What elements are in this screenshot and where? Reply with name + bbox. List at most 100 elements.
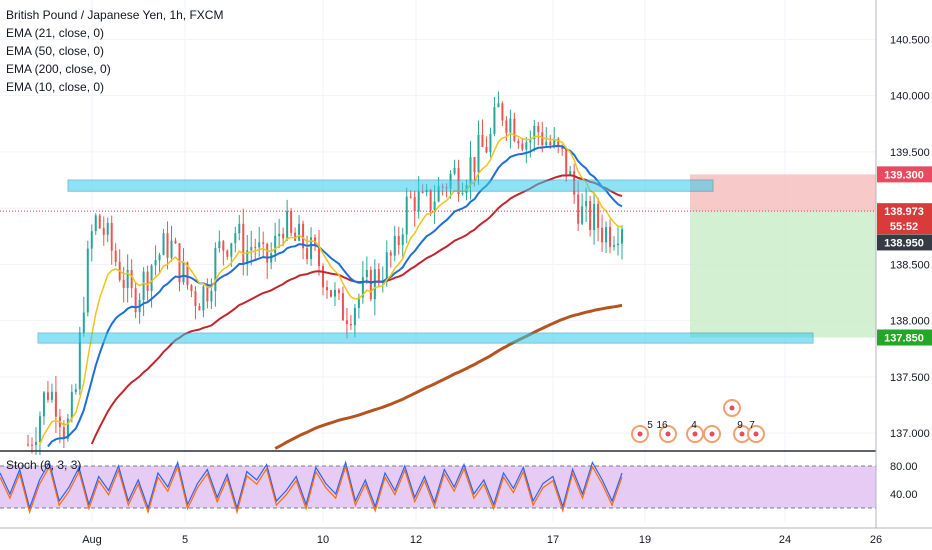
candle-body-82	[353, 307, 356, 326]
candle-body-18	[98, 215, 101, 229]
candle-body-63	[278, 233, 281, 237]
candle-body-10	[66, 418, 69, 439]
candle-body-94	[401, 234, 404, 246]
candle-body-19	[102, 228, 105, 235]
event-label: 9	[737, 420, 743, 431]
candle-body-14	[82, 312, 85, 333]
candle-body-4	[42, 392, 45, 417]
target-price-label-bg	[877, 329, 932, 346]
candle-body-148	[617, 243, 620, 246]
candle-body-45	[206, 286, 209, 302]
candle-body-33	[158, 254, 161, 261]
take-profit-zone	[690, 211, 876, 338]
bid-price-label: 138.950	[884, 237, 924, 249]
candle-body-132	[553, 138, 556, 146]
candle-body-37	[174, 240, 177, 244]
candle-body-76	[329, 290, 332, 297]
candle-body-99	[421, 191, 424, 193]
candle-body-66	[290, 210, 293, 233]
time-tick-label: 5	[182, 534, 188, 546]
current-price-label-bg	[877, 203, 932, 220]
legend-ema21: EMA (21, close, 0)	[6, 26, 105, 40]
candle-body-112	[473, 157, 476, 173]
candle-body-68	[298, 223, 301, 241]
candle-body-35	[166, 233, 169, 258]
candle-body-142	[593, 203, 596, 231]
candle-body-81	[349, 324, 352, 326]
stoch-level-label: 40.00	[890, 489, 918, 501]
stoch-band	[0, 466, 876, 508]
candle-body-74	[322, 266, 325, 288]
candle-body-32	[154, 260, 157, 266]
candle-body-43	[198, 306, 201, 311]
candle-body-1	[30, 444, 33, 446]
candle-body-123	[517, 140, 520, 144]
candle-body-146	[609, 227, 612, 247]
event-label: 7	[749, 420, 755, 431]
candle-body-90	[385, 252, 388, 282]
event-marker-dot-1	[665, 431, 671, 437]
ema10-line	[39, 132, 623, 445]
resistance-zone	[67, 179, 714, 192]
candle-body-121	[509, 118, 512, 133]
candle-body-0	[27, 444, 29, 446]
candle-body-5	[46, 392, 49, 400]
candle-body-15	[86, 248, 89, 313]
candle-body-131	[549, 141, 552, 146]
candle-body-54	[242, 223, 245, 265]
time-tick-label: 17	[547, 534, 559, 546]
candle-body-120	[505, 120, 508, 133]
candle-body-98	[417, 191, 420, 212]
legend: British Pound / Japanese Yen, 1h, FXCM E…	[6, 6, 223, 96]
candle-body-130	[545, 141, 548, 146]
legend-ema10: EMA (10, close, 0)	[6, 80, 105, 94]
support-zone	[37, 332, 814, 344]
candle-body-73	[318, 245, 321, 267]
candle-body-25	[126, 270, 129, 288]
candle-body-57	[254, 247, 257, 249]
candle-body-71	[310, 237, 313, 260]
candle-body-91	[389, 252, 392, 256]
candle-body-9	[62, 427, 65, 439]
candle-body-87	[373, 269, 376, 300]
ema50-line	[90, 174, 623, 445]
price-tick-label: 138.500	[890, 259, 930, 271]
candle-body-147	[613, 245, 616, 247]
candle-body-2	[34, 441, 37, 445]
price-tick-label: 137.500	[890, 372, 930, 384]
time-tick-label: 12	[410, 534, 422, 546]
candle-body-40	[186, 262, 189, 286]
candle-body-24	[122, 279, 125, 288]
candle-body-62	[274, 236, 277, 254]
candle-body-107	[453, 168, 456, 174]
candle-body-22	[114, 250, 117, 262]
event-marker-dot-0	[637, 431, 643, 437]
candle-body-56	[250, 247, 253, 251]
candle-body-116	[489, 133, 492, 153]
candle-body-141	[589, 201, 592, 231]
candle-body-38	[178, 243, 181, 283]
event-marker-dot-6	[753, 431, 759, 437]
candle-body-83	[357, 297, 360, 308]
candle-body-46	[210, 291, 213, 302]
price-tick-label: 140.500	[890, 34, 930, 46]
candle-body-11	[70, 392, 73, 419]
candle-body-114	[481, 134, 484, 147]
candle-body-3	[38, 416, 41, 442]
candle-body-20	[106, 222, 109, 235]
candle-body-7	[54, 391, 57, 417]
event-marker-dot-3	[709, 431, 715, 437]
stop-loss-zone	[690, 174, 876, 212]
candle-body-88	[377, 269, 380, 283]
countdown-label: 55:52	[890, 221, 918, 233]
candle-body-113	[477, 134, 480, 173]
candle-body-48	[218, 241, 221, 249]
event-label: 16	[656, 420, 668, 431]
candle-body-41	[190, 285, 193, 292]
candle-body-42	[194, 291, 197, 307]
candle-body-109	[461, 192, 464, 195]
candle-body-128	[537, 126, 540, 133]
candle-body-140	[585, 201, 588, 207]
